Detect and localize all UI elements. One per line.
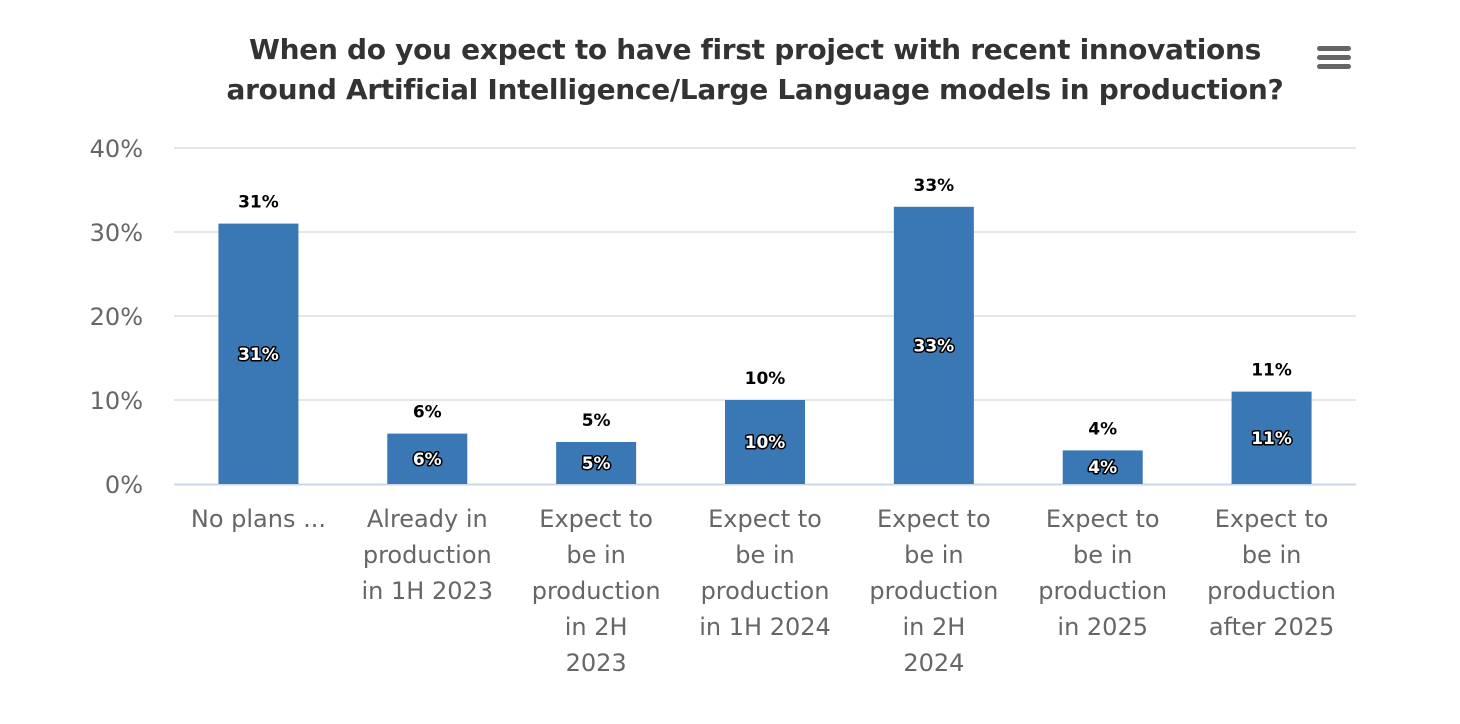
x-tick-label-line: production [869, 577, 998, 605]
data-label-inside: 11% [1251, 429, 1292, 449]
x-tick-label-line: in 2025 [1057, 613, 1148, 641]
x-tick-label-line: production [363, 541, 492, 569]
x-tick-label-line: Expect to [708, 505, 822, 533]
x-tick-label-line: be in [904, 541, 964, 569]
x-tick-label-line: Expect to [877, 505, 991, 533]
hamburger-menu-icon-bar [1317, 55, 1351, 60]
data-label-top: 4% [1088, 419, 1117, 439]
data-label-top: 5% [582, 411, 611, 431]
hamburger-menu-icon-bar [1317, 46, 1351, 51]
bars [218, 206, 1312, 485]
data-label-top: 11% [1251, 361, 1292, 381]
x-tick-label: Expect to be in production in 2025 [1038, 505, 1167, 641]
data-label-inside: 6% [413, 450, 442, 470]
data-label-top: 10% [745, 369, 786, 389]
x-tick-label: Expect to be in production in 2H 2023 [532, 505, 661, 677]
gridlines [174, 147, 1356, 486]
x-tick-label-line: Expect to [1046, 505, 1160, 533]
data-label-inside: 5% [582, 454, 611, 474]
x-tick-label-line: Expect to [539, 505, 653, 533]
data-label-inside: 4% [1088, 458, 1117, 478]
chart-title-line: around Artificial Intelligence/Large Lan… [226, 73, 1284, 106]
chart-title: When do you expect to have first project… [130, 30, 1380, 110]
chart-title-line: When do you expect to have first project… [249, 33, 1261, 66]
x-axis: No plans ... Already in production in 1H 20… [191, 505, 1336, 677]
bar [556, 442, 637, 484]
x-tick-label-line: production [1038, 577, 1167, 605]
x-tick-label-line: in 2H [902, 613, 965, 641]
x-tick-label-line: after 2025 [1209, 613, 1334, 641]
x-tick-label: Expect to be in production in 1H 2024 [699, 505, 831, 641]
x-tick-label-line: in 1H 2023 [362, 577, 494, 605]
y-tick-label: 40% [90, 135, 143, 163]
x-tick-label-line: be in [1073, 541, 1133, 569]
x-tick-label-line: in 2H [565, 613, 628, 641]
x-tick-label: Expect to be in production after 2025 [1207, 505, 1336, 641]
x-tick-label-line: be in [735, 541, 795, 569]
x-tick-label: No plans ... [191, 505, 326, 533]
data-label-top: 33% [914, 176, 955, 196]
x-tick-label-line: 2024 [903, 649, 964, 677]
x-tick-label-line: in 1H 2024 [699, 613, 831, 641]
bar [218, 223, 299, 484]
bar [893, 206, 974, 485]
x-tick-label-line: production [701, 577, 830, 605]
y-tick-label: 20% [90, 303, 143, 331]
data-label-top: 31% [238, 193, 279, 213]
x-tick-label-line: Already in [367, 505, 488, 533]
x-tick-label-line: 2023 [566, 649, 627, 677]
x-tick-label-line: production [1207, 577, 1336, 605]
bar [725, 400, 805, 484]
x-tick-label-line: No plans ... [191, 505, 326, 533]
data-label-inside: 33% [914, 336, 955, 356]
x-tick-label-line: be in [1242, 541, 1302, 569]
bar [387, 433, 468, 484]
bar [1062, 450, 1143, 484]
x-tick-label-line: Expect to [1215, 505, 1329, 533]
hamburger-menu-icon-bar [1317, 64, 1351, 69]
x-tick-label: Already in production in 1H 2023 [362, 505, 494, 605]
x-tick-label-line: be in [566, 541, 626, 569]
y-tick-label: 30% [90, 219, 143, 247]
bar [1231, 391, 1312, 484]
chart-menu-button[interactable] [1314, 42, 1354, 74]
data-label-inside: 10% [745, 433, 786, 453]
y-axis: 0% 10% 20% 30% 40% [90, 135, 143, 499]
y-tick-label: 0% [105, 471, 143, 499]
y-tick-label: 10% [90, 387, 143, 415]
data-label-top: 6% [413, 403, 442, 423]
x-tick-label: Expect to be in production in 2H 2024 [869, 505, 998, 677]
data-labels: 31% 31% 6% 6% 5% 5% 10% 10% 33% 33% 4% 4% 11% 11% [237, 176, 1294, 480]
data-label-inside: 31% [238, 345, 279, 365]
x-tick-label-line: production [532, 577, 661, 605]
